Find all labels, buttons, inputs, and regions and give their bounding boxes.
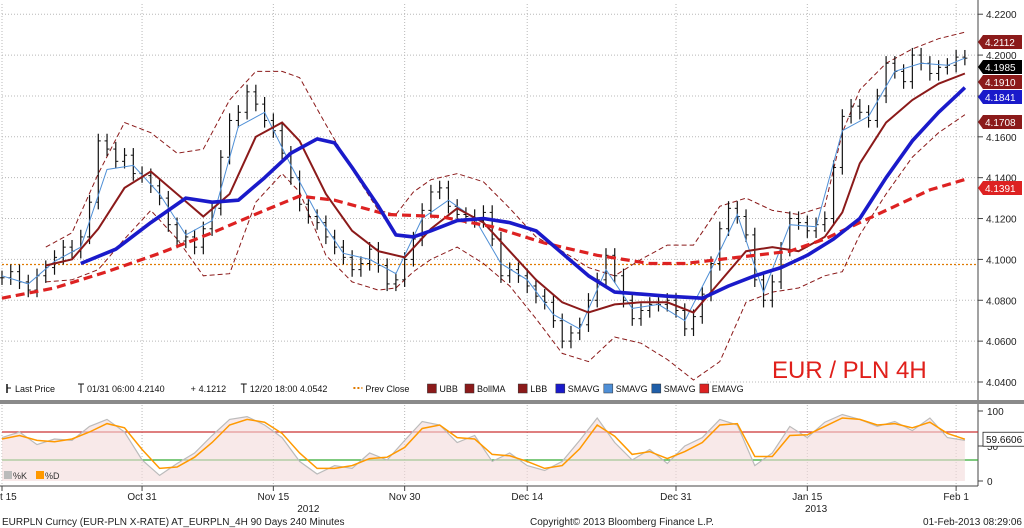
price-tag-bg <box>978 75 1022 89</box>
y-tick-label: 4.1200 <box>986 215 1017 226</box>
legend-label: Prev Close <box>365 384 409 394</box>
x-tick-label: Nov 15 <box>258 492 290 503</box>
osc-legend-label: %K <box>13 471 27 481</box>
legend-swatch <box>464 383 475 394</box>
x-tick-label: Dec 14 <box>511 492 543 503</box>
series-smavg-blue <box>80 86 967 300</box>
osc-y-tick-label: 0 <box>987 477 993 488</box>
legend-label: Last Price <box>15 384 55 394</box>
y-tick-label: 4.2200 <box>986 10 1017 21</box>
legend-item: 01/31 06:00 4.2140 <box>78 383 165 394</box>
legend-item: EMAVG <box>699 383 744 394</box>
legend-swatch <box>427 383 437 394</box>
series-lbb <box>45 114 966 381</box>
price-tag: 4.2112 <box>978 35 1022 49</box>
y-tick-label: 4.1600 <box>986 133 1017 144</box>
series-bollma <box>45 72 966 314</box>
price-tags: 4.2112 4.1985 4.1910 4.1841 4.1708 4.1391 <box>978 35 1022 195</box>
legend-item: SMAVG <box>555 383 600 394</box>
price-tag-label: 4.1841 <box>985 93 1016 104</box>
series-ubb <box>45 31 966 277</box>
price-tag: 4.1910 <box>978 75 1022 89</box>
legend-swatch <box>699 383 710 394</box>
osc-k-line <box>1 413 965 477</box>
y-tick-label: 4.1000 <box>986 255 1017 266</box>
osc-k-area <box>2 414 965 481</box>
price-tag: 4.1985 <box>978 60 1022 74</box>
legend-label: SMAVG <box>616 384 648 394</box>
time-x-axis: Oct 15 Oct 31 Nov 15 Nov 30 Dec 14 Dec 31 Jan … <box>0 485 978 515</box>
legend-item: Last Price <box>6 384 55 394</box>
legend-item: BollMA <box>464 383 506 394</box>
osc-legend-swatch <box>4 471 12 479</box>
legend-label: 4.1212 <box>199 384 227 394</box>
price-tag: 4.1708 <box>978 115 1022 129</box>
osc-y-tick-label: 50 <box>987 442 999 453</box>
price-tag-label: 4.1910 <box>985 78 1016 89</box>
x-tick-label: Jan 15 <box>792 492 822 503</box>
legend-item: SMAVG <box>603 383 648 394</box>
legend-item: Prev Close <box>353 384 409 394</box>
legend-item: 12/20 18:00 4.0542 <box>240 383 328 394</box>
legend-label: SMAVG <box>568 384 600 394</box>
y-tick-label: 4.0600 <box>986 337 1017 348</box>
osc-last-value-box <box>982 431 1024 447</box>
legend-item: +4.1212 <box>191 384 227 394</box>
osc-legend-swatch <box>36 471 44 479</box>
legend-item: SMAVG <box>651 383 696 394</box>
price-series-layer <box>0 31 978 381</box>
price-tag-bg <box>978 181 1022 195</box>
timestamp-footer: 01-Feb-2013 08:29:06 <box>923 517 1022 528</box>
osc-y-tick-label: 100 <box>987 407 1004 418</box>
x-tick-label: Dec 31 <box>660 492 692 503</box>
y-tick-label: 4.1400 <box>986 174 1017 185</box>
y-tick-label: 4.0400 <box>986 378 1017 389</box>
price-tag-label: 4.1985 <box>985 63 1016 74</box>
x-tick-label: Nov 30 <box>389 492 421 503</box>
panel-separator <box>0 400 1024 404</box>
legend-swatch <box>555 383 566 394</box>
chart-annotation: EUR / PLN 4H <box>772 357 927 384</box>
legend-swatch <box>651 383 662 394</box>
x-tick-label: Feb 1 <box>943 492 969 503</box>
price-tag-label: 4.2112 <box>985 38 1015 49</box>
legend-label: EMAVG <box>712 384 744 394</box>
oscillator-panel: 100 50 0 59.6606 %K %D <box>1 407 1024 488</box>
price-tag-label: 4.1708 <box>985 118 1016 129</box>
x-year-label: 2012 <box>297 504 320 515</box>
price-tag: 4.1841 <box>978 90 1022 104</box>
price-tag: 4.1391 <box>978 181 1022 195</box>
legend-label: UBB <box>439 384 458 394</box>
x-year-label: 2013 <box>805 504 828 515</box>
legend-item: LBB <box>517 383 547 394</box>
osc-last-value: 59.6606 <box>986 435 1023 446</box>
osc-d-line <box>1 417 966 470</box>
instrument-footer: EURPLN Curncy (EUR-PLN X-RATE) AT_EURPLN… <box>2 517 345 528</box>
price-tag-label: 4.1391 <box>985 184 1016 195</box>
legend-label: 12/20 18:00 4.0542 <box>250 384 328 394</box>
series-smavg-light <box>1 57 966 330</box>
osc-legend-label: %D <box>45 471 60 481</box>
legend-label: LBB <box>530 384 547 394</box>
legend-item: UBB <box>427 383 458 394</box>
price-tag-bg <box>978 35 1022 49</box>
copyright-footer: Copyright© 2013 Bloomberg Finance L.P. <box>530 517 714 528</box>
legend-swatch: + <box>191 384 196 394</box>
price-tag-bg <box>978 115 1022 129</box>
y-tick-label: 4.0800 <box>986 296 1017 307</box>
x-tick-label: Oct 31 <box>127 492 157 503</box>
price-tag-bg <box>978 60 1022 74</box>
legend-label: BollMA <box>477 384 506 394</box>
legend-swatch <box>517 383 528 394</box>
grid-lines <box>0 0 1024 486</box>
x-tick-label: Oct 15 <box>0 492 17 503</box>
legend-label: 01/31 06:00 4.2140 <box>87 384 165 394</box>
legend-swatch <box>603 383 614 394</box>
chart-legend: Last Price 01/31 06:00 4.2140 +4.1212 12/20… <box>2 381 744 396</box>
price-tag-bg <box>978 90 1022 104</box>
y-tick-label: 4.2000 <box>986 51 1017 62</box>
legend-label: SMAVG <box>664 384 696 394</box>
